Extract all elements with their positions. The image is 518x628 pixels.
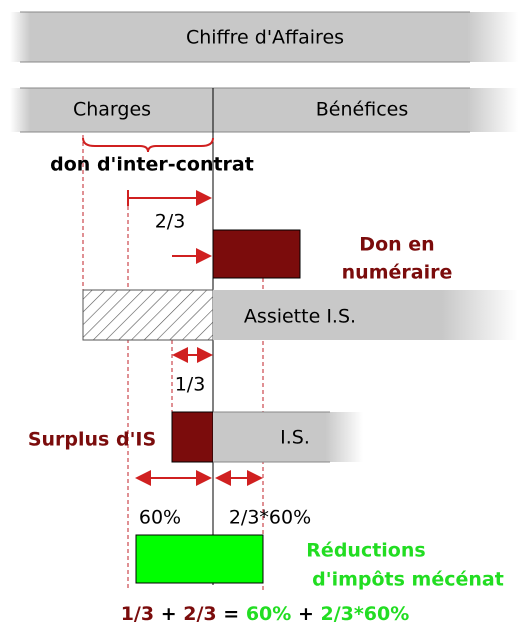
op: = <box>223 603 239 625</box>
label: 2/3 <box>155 211 186 233</box>
label: don d'inter-contrat <box>50 154 254 176</box>
label: numéraire <box>342 262 453 284</box>
term: 2/3*60% <box>320 603 409 625</box>
label: 60% <box>139 507 181 529</box>
label: Chiffre d'Affaires <box>186 27 344 49</box>
label: Charges <box>73 99 151 121</box>
hatched-box <box>82 289 214 341</box>
label: 1/3 <box>175 374 206 396</box>
op: + <box>298 603 314 625</box>
term: 1/3 <box>121 603 154 625</box>
don-box <box>212 229 301 279</box>
term: 60% <box>246 603 291 625</box>
formula: 1/3 + 2/3 = 60% + 2/3*60% <box>121 603 410 625</box>
op: + <box>161 603 177 625</box>
surplus-box <box>171 411 214 463</box>
label: I.S. <box>280 427 310 449</box>
brace <box>82 137 214 153</box>
bar-ca <box>10 12 518 62</box>
assiette-box <box>213 290 518 340</box>
term: 2/3 <box>183 603 216 625</box>
label: Bénéfices <box>316 99 408 121</box>
bar-split <box>10 88 518 132</box>
is-box <box>213 412 363 462</box>
label: d'impôts mécénat <box>312 569 504 591</box>
label: 2/3*60% <box>229 507 311 529</box>
label: Surplus d'IS <box>28 429 156 451</box>
label: Don en <box>359 234 434 256</box>
reduction-box <box>135 534 264 584</box>
label: Réductions <box>306 540 425 562</box>
label: Assiette I.S. <box>244 306 356 328</box>
